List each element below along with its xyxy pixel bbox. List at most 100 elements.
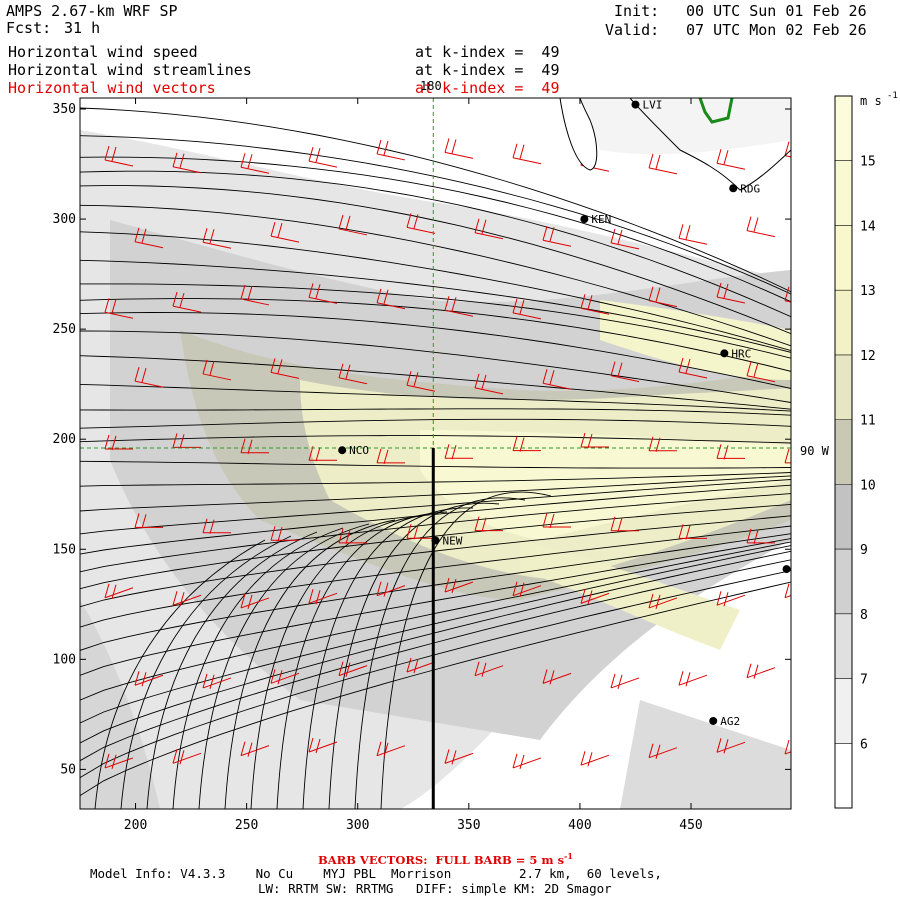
station-dot [709,716,718,725]
wind-barb-flag [655,287,661,302]
wind-barb-shaft [270,672,300,684]
wind-barb-flag [481,374,487,390]
wind-barb-flag [406,213,412,228]
station-dot [631,100,640,109]
color-bar-tick-label: 14 [860,219,876,234]
wind-barb-shaft [172,305,202,313]
wind-barb-shaft [202,677,232,689]
color-bar-units: m s [860,94,882,108]
color-bar-segment [835,549,852,614]
wind-barb-flag [247,439,253,454]
streamline [80,570,791,778]
wind-barb-flag [209,229,215,244]
streamline [80,298,791,372]
wind-barb-flag [512,436,518,451]
wind-barb-shaft [542,672,572,684]
wind-barb-flag [179,750,185,765]
wind-barb-shaft [512,757,542,769]
streamline [80,533,791,651]
wind-barb-flag [512,143,518,158]
wind-barb-flag [172,433,178,448]
wind-barb-shaft [784,751,791,755]
wind-barb-flag [315,447,321,462]
streamline [80,135,791,295]
color-bar-tick-label: 9 [860,543,868,558]
wind-barb-flag [746,663,752,678]
forecast-label: Fcst: [6,19,52,37]
wind-barb-flag [376,139,382,155]
wind-barb-shaft [376,302,406,310]
wind-barb-flag [104,298,110,313]
wind-barb-flag [617,362,623,377]
wind-barb-flag [179,292,185,308]
y-tick-label: 350 [53,102,76,117]
wind-barb-flag [141,228,147,243]
wind-barb-flag [716,591,722,606]
wind-barb-shaft [746,667,776,679]
streamline [302,507,474,809]
wind-barb-flag [202,359,208,375]
wind-barb-flag [376,288,382,303]
wind-barb-flag [648,743,654,758]
wind-barb-flag [345,364,351,379]
wind-barb-flag [104,583,110,598]
wind-barb-flag [413,214,419,229]
wind-barb-flag [587,752,593,767]
wind-barb-shaft [104,159,134,167]
wind-barb-flag [277,359,283,374]
streamline [172,527,344,809]
color-bar-tick-label: 10 [860,478,876,493]
wind-barb-flag [111,435,117,451]
wind-barb-shaft [134,241,164,249]
wind-barb-flag [685,358,691,374]
wind-barb-flag [678,671,684,686]
wind-barb-flag [519,144,525,159]
wind-barb-flag [716,282,722,298]
wind-barb-flag [413,525,419,540]
init-time: 00 UTC Sun 01 Feb 26 [686,2,867,20]
wind-barb-flag [792,585,796,599]
wind-barb-flag [519,299,525,315]
wind-barb-flag [784,739,790,755]
streamline [80,283,791,359]
wind-barb-flag [753,217,759,232]
wind-barb-shaft [512,312,542,320]
station-label: KEN [591,213,611,226]
color-bar-segment [835,678,852,744]
streamline [80,479,791,535]
wind-barb-flag [270,669,276,684]
wind-barbs [104,138,796,770]
wind-barb-flag [308,283,314,298]
wind-barb-shaft [172,166,202,174]
wind-barb-shaft [678,371,708,379]
wind-barb-shaft [172,752,202,764]
valid-label: Valid: [605,21,660,39]
wind-barb-flag [610,228,616,244]
wind-barb-flag [549,670,555,685]
x-tick-label: 200 [124,818,147,833]
streamline [80,107,791,293]
wind-barb-shaft [474,665,504,677]
y-tick-label: 200 [53,432,76,447]
wind-barb-shaft [338,228,368,236]
wind-barb-flag [685,225,691,240]
color-bar-tick-label: 6 [860,737,868,752]
wind-map-plot: LVI RDG KEN HRC NCO NEW AG2 200 250 300 350 400 450… [53,79,898,833]
wind-barb-flag [753,664,759,679]
wind-barb-shaft [406,226,436,234]
wind-barb-flag [134,671,140,686]
wind-barb-flag [179,592,185,607]
wind-barb-flag [277,222,283,238]
streamline [80,515,791,608]
color-bar-segment [835,419,852,485]
streamline [80,550,791,744]
streamline [80,408,791,416]
wind-barb-shaft [172,594,202,606]
wind-barb-shaft [580,592,610,604]
wind-barb-flag [549,370,555,385]
wind-barb-flag [746,216,752,231]
wind-barb-flag [655,154,661,170]
physics-info: LW: RRTM SW: RRTMG DIFF: simple KM: 2D S… [258,881,612,896]
streamline [80,231,791,352]
wind-barb-shaft [104,587,134,599]
